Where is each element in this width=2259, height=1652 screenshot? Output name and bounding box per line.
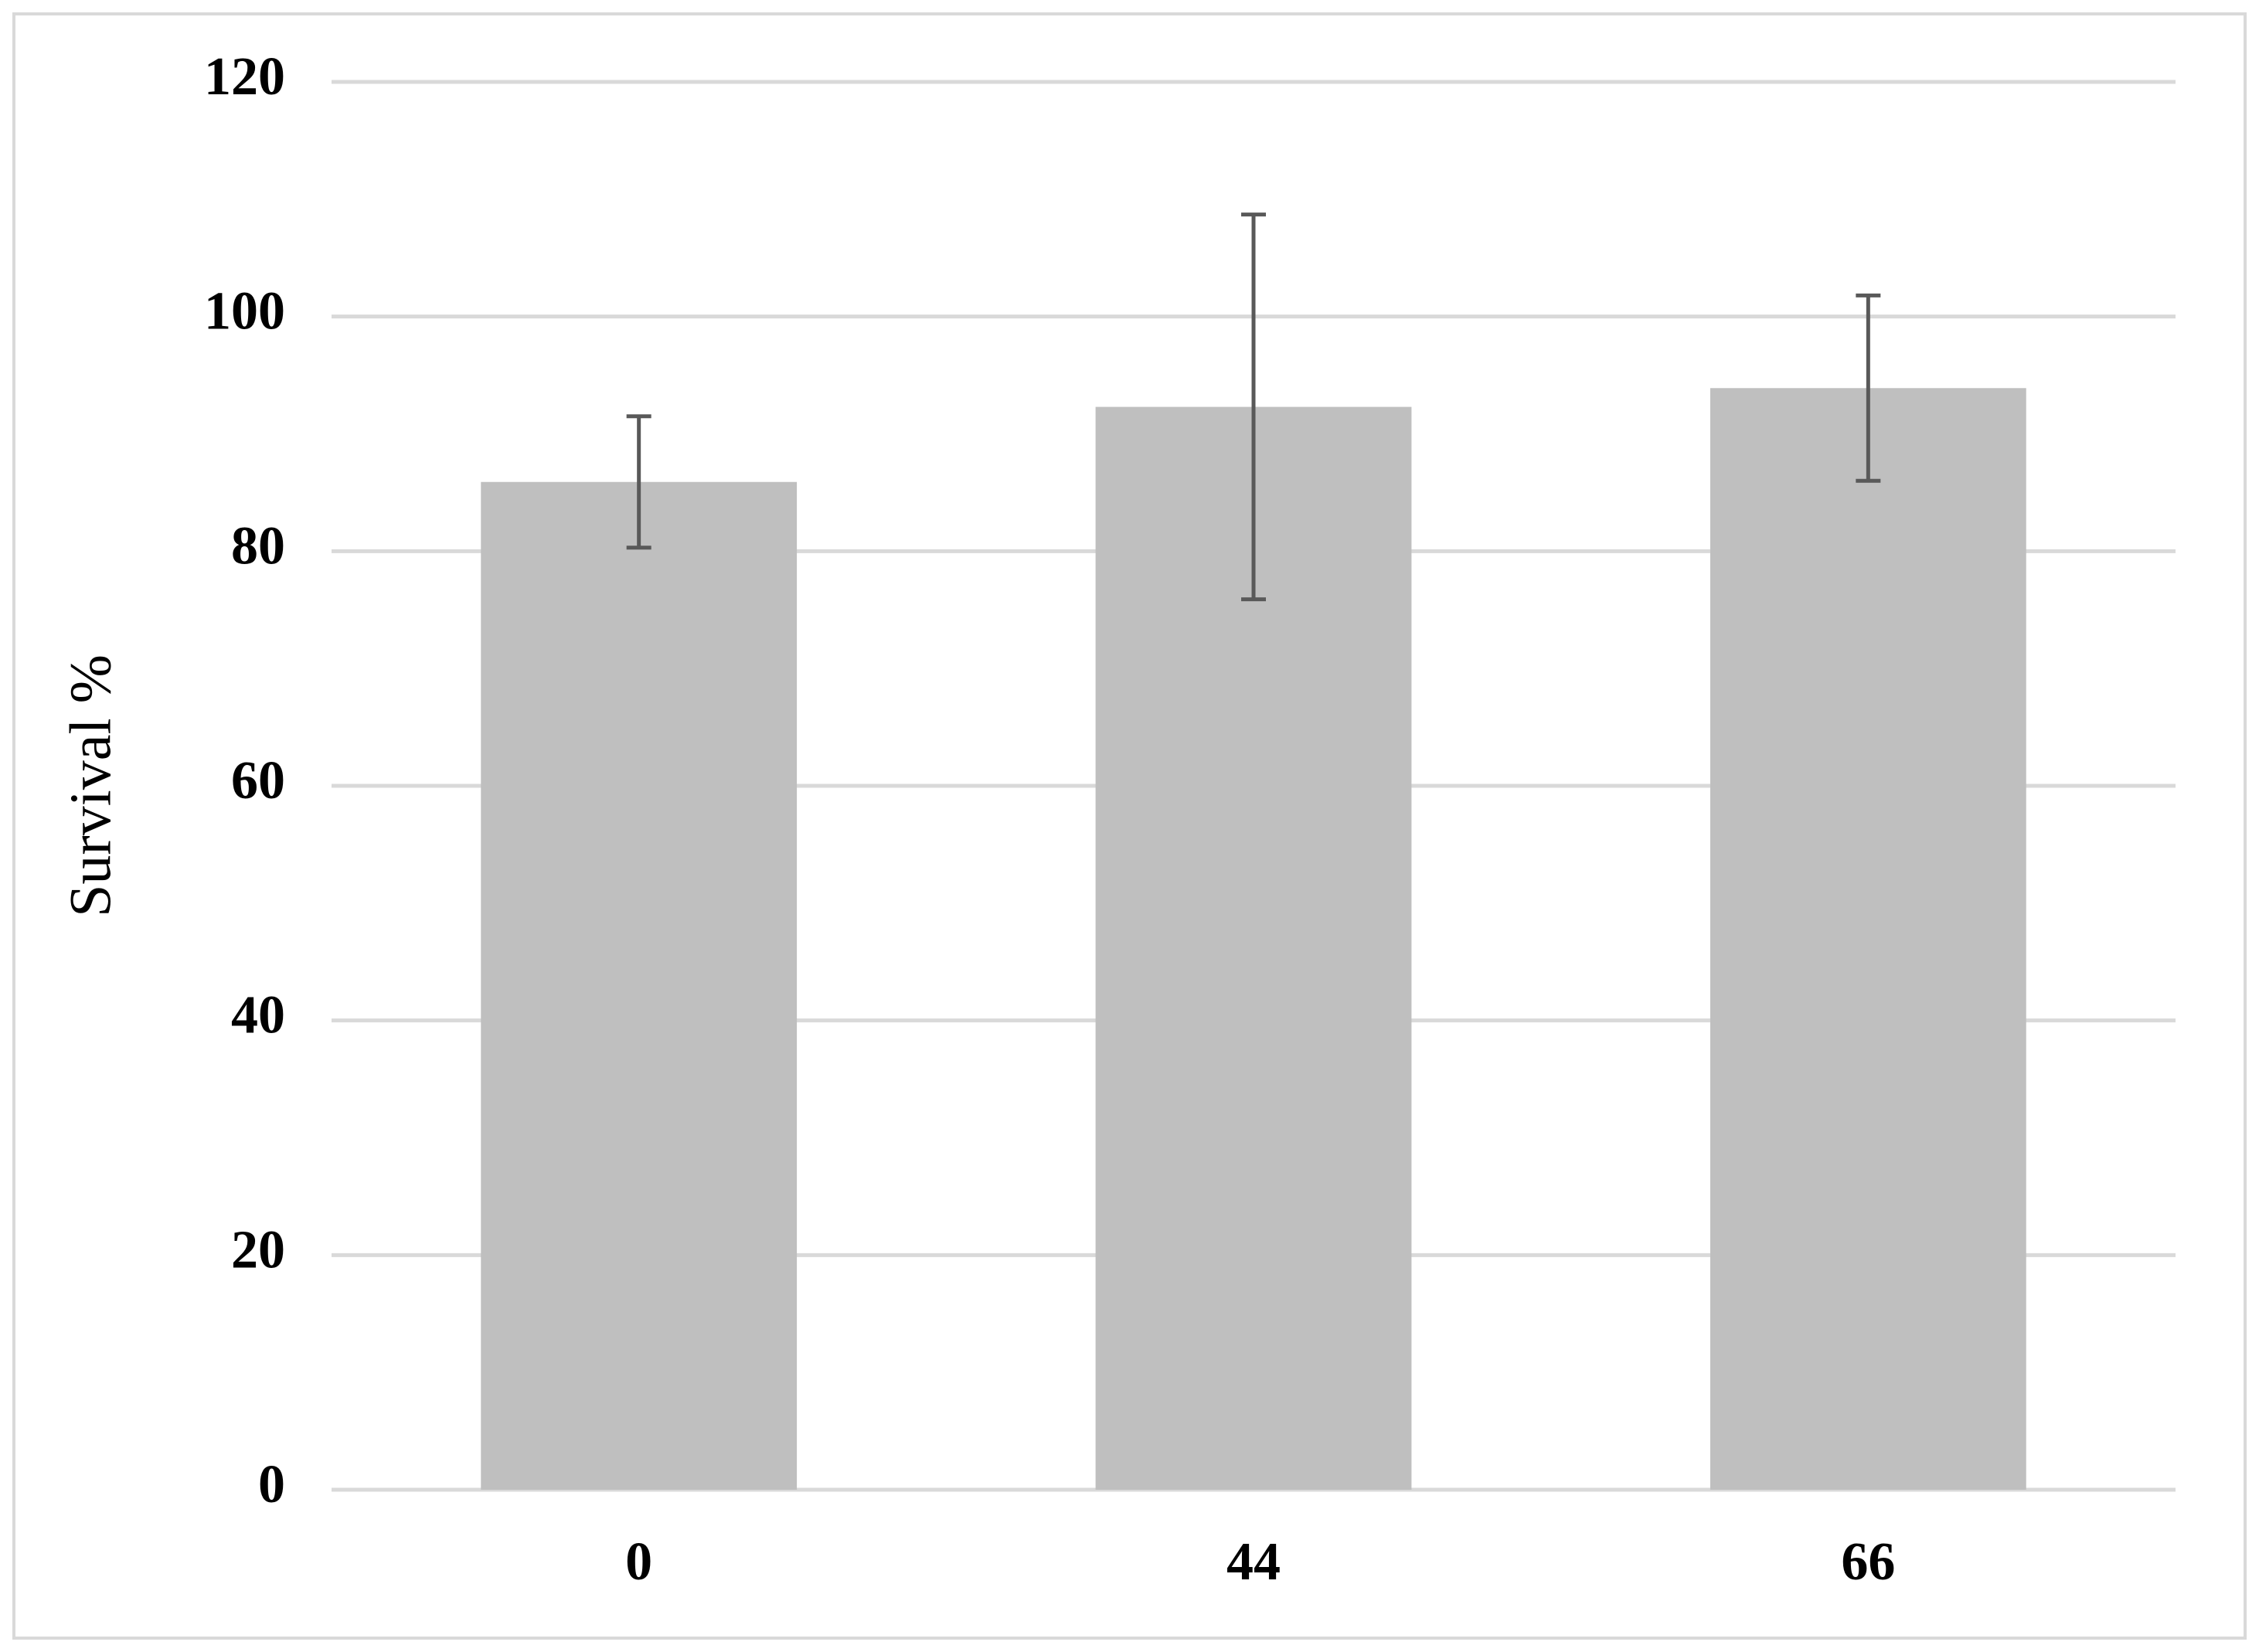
y-tick-label: 0 bbox=[258, 1455, 285, 1514]
y-axis-title: Survival % bbox=[58, 654, 123, 917]
y-tick-label: 20 bbox=[231, 1220, 285, 1280]
error-bar bbox=[626, 414, 652, 550]
x-tick-label: 66 bbox=[1841, 1532, 1895, 1592]
y-tick-label: 100 bbox=[204, 282, 285, 342]
y-tick-label: 80 bbox=[231, 516, 285, 576]
y-tick-label: 40 bbox=[231, 986, 285, 1045]
x-tick-label: 0 bbox=[625, 1532, 652, 1592]
bar bbox=[481, 481, 798, 1490]
y-tick-label: 120 bbox=[204, 47, 285, 107]
x-tick-label: 44 bbox=[1226, 1532, 1281, 1592]
bar bbox=[1710, 388, 2026, 1490]
error-bar bbox=[1856, 293, 1881, 483]
error-bar bbox=[1241, 212, 1266, 602]
y-tick-label: 60 bbox=[231, 751, 285, 811]
